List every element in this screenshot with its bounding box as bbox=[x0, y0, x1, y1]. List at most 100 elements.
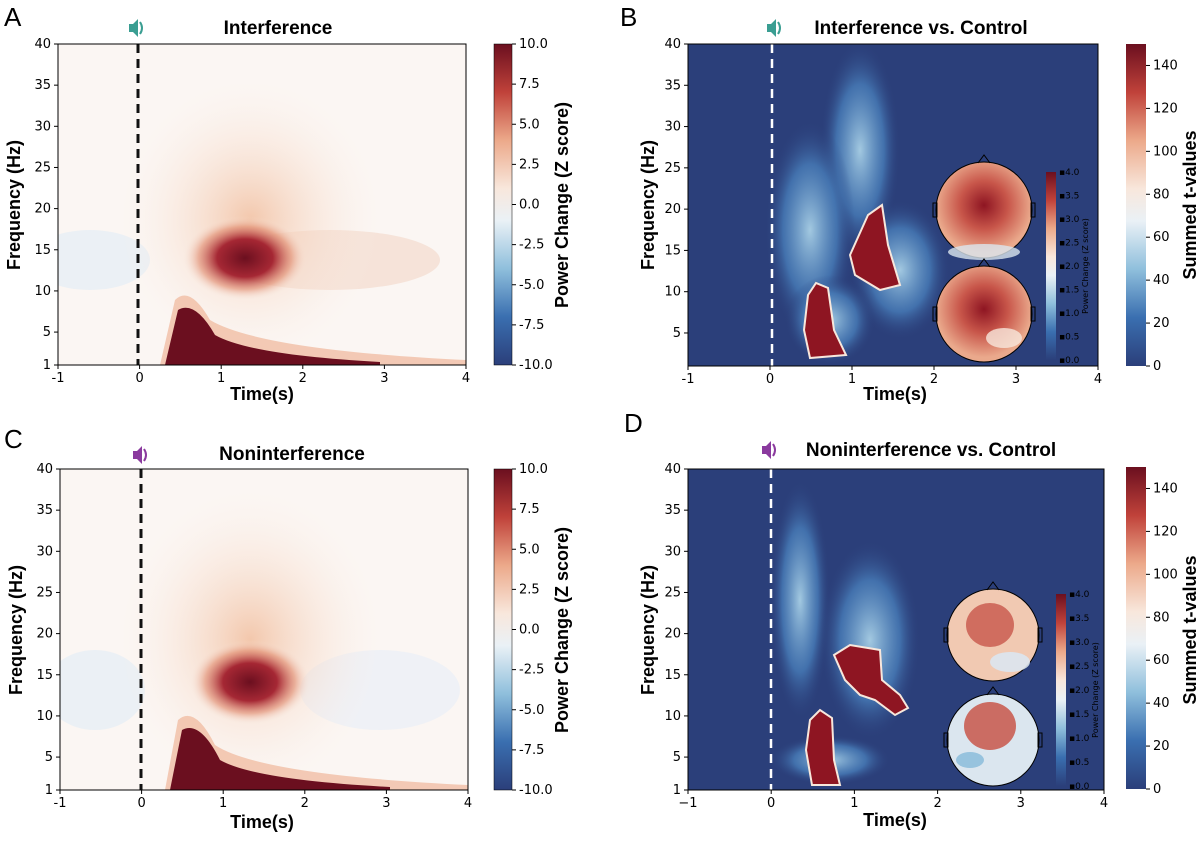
y-tick-label: 30 bbox=[664, 544, 681, 559]
y-tick-label: 1 bbox=[673, 783, 681, 798]
colorbar-tick-label: 100 bbox=[1153, 144, 1178, 159]
y-tick-label: 1 bbox=[43, 358, 51, 373]
x-tick-label: 1 bbox=[217, 371, 225, 386]
heatmap bbox=[60, 469, 468, 790]
y-tick-label: 20 bbox=[36, 627, 53, 642]
colorbar bbox=[1126, 44, 1146, 366]
colorbar-tick-label: 40 bbox=[1153, 273, 1170, 288]
inset-colorbar-label: Power Change (Z score) bbox=[1081, 218, 1090, 314]
inset-colorbar-tick-label: ▪1.0 bbox=[1059, 309, 1080, 319]
inset-colorbar-label: Power Change (Z score) bbox=[1091, 642, 1100, 738]
topo-head-top bbox=[943, 581, 1043, 682]
y-tick-label: 5 bbox=[673, 750, 681, 765]
panel-letter: D bbox=[624, 408, 643, 438]
y-tick-label: 15 bbox=[664, 668, 681, 683]
x-tick-label: 2 bbox=[933, 796, 941, 811]
colorbar-tick-label: 2.5 bbox=[519, 157, 540, 172]
colorbar-tick-label: 10.0 bbox=[519, 462, 548, 477]
topo-head-bottom bbox=[932, 258, 1036, 363]
x-tick-label: 3 bbox=[382, 796, 390, 811]
y-tick-label: 30 bbox=[664, 120, 681, 135]
x-tick-label: 3 bbox=[380, 371, 388, 386]
y-axis-label: Frequency (Hz) bbox=[4, 140, 24, 270]
x-tick-label: -1 bbox=[52, 371, 65, 386]
y-tick-label: 1 bbox=[45, 783, 53, 798]
inset-colorbar-tick-label: ▪2.0 bbox=[1059, 262, 1080, 272]
x-axis-label: Time(s) bbox=[863, 810, 927, 830]
colorbar-tick-label: 60 bbox=[1153, 230, 1170, 245]
inset-colorbar-tick-label: ▪0.0 bbox=[1059, 356, 1080, 366]
x-tick-label: -1 bbox=[682, 372, 695, 387]
colorbar-ticks: 140 120 100 80 60 40 20 0 bbox=[1146, 481, 1178, 797]
inset-colorbar-tick-label: ▪4.0 bbox=[1059, 168, 1080, 178]
colorbar-tick-label: 0.0 bbox=[519, 623, 540, 638]
colorbar-ticks: 140 120 100 80 60 40 20 0 bbox=[1146, 58, 1178, 374]
x-axis-label: Time(s) bbox=[230, 812, 294, 832]
colorbar-ticks: 10.0 7.5 5.0 2.5 0.0 -2.5 -5.0 -7.5 -10.0 bbox=[512, 462, 553, 798]
colorbar-label: Power Change (Z score) bbox=[552, 102, 572, 308]
colorbar-tick-label: -5.0 bbox=[519, 278, 544, 293]
y-tick-label: 35 bbox=[36, 503, 53, 518]
x-tick-label: 0 bbox=[766, 372, 774, 387]
colorbar-tick-label: 120 bbox=[1153, 524, 1178, 539]
colorbar-tick-label: 80 bbox=[1153, 610, 1170, 625]
y-tick-label: 5 bbox=[45, 750, 53, 765]
x-tick-label: -1 bbox=[54, 796, 67, 811]
colorbar-label: Summed t-values bbox=[1180, 555, 1200, 704]
colorbar bbox=[493, 43, 513, 366]
inset-colorbar-tick-label: ▪0.5 bbox=[1059, 333, 1079, 343]
x-tick-label: 2 bbox=[301, 796, 309, 811]
speaker-icon bbox=[133, 446, 147, 464]
inset-colorbar-ticks: ▪4.0 ▪3.5 ▪3.0 ▪2.5 ▪2.0 ▪1.5 ▪1.0 ▪0.5 ▪0.0 bbox=[1059, 168, 1080, 366]
plot-title: Noninterference vs. Control bbox=[806, 440, 1056, 461]
colorbar bbox=[1126, 467, 1146, 789]
x-axis-label: Time(s) bbox=[230, 384, 294, 404]
x-tick-label: 4 bbox=[1094, 372, 1102, 387]
colorbar-tick-label: 140 bbox=[1153, 58, 1178, 73]
y-axis-label: Frequency (Hz) bbox=[638, 140, 658, 270]
colorbar-tick-label: 120 bbox=[1153, 101, 1178, 116]
speaker-icon bbox=[129, 19, 143, 37]
colorbar-tick-label: -2.5 bbox=[519, 663, 544, 678]
colorbar-ticks: 10.0 7.5 5.0 2.5 0.0 -2.5 -5.0 -7.5 -10.0 bbox=[512, 37, 553, 373]
inset-colorbar-tick-label: ▪3.0 bbox=[1069, 638, 1090, 648]
y-tick-label: 40 bbox=[34, 37, 51, 52]
x-tick-label: 4 bbox=[462, 371, 470, 386]
plot-title: Interference bbox=[224, 18, 333, 39]
inset-colorbar-tick-label: ▪2.5 bbox=[1059, 239, 1079, 249]
inset-colorbar-tick-label: ▪3.5 bbox=[1069, 614, 1089, 624]
colorbar-label: Power Change (Z score) bbox=[552, 527, 572, 733]
panel-letter: A bbox=[4, 2, 22, 32]
x-tick-label: −1 bbox=[678, 796, 697, 811]
y-tick-label: 30 bbox=[36, 544, 53, 559]
colorbar-tick-label: -2.5 bbox=[519, 238, 544, 253]
heatmap bbox=[58, 44, 466, 365]
colorbar-tick-label: 7.5 bbox=[519, 77, 540, 92]
speaker-icon bbox=[767, 19, 781, 37]
heatmap bbox=[688, 44, 1098, 366]
y-tick-label: 40 bbox=[664, 462, 681, 477]
y-tick-label: 40 bbox=[36, 462, 53, 477]
inset-colorbar-tick-label: ▪0.5 bbox=[1069, 758, 1089, 768]
y-tick-label: 20 bbox=[664, 627, 681, 642]
colorbar-tick-label: 60 bbox=[1153, 653, 1170, 668]
plot-title: Noninterference bbox=[219, 444, 365, 465]
y-tick-label: 10 bbox=[664, 285, 681, 300]
colorbar-tick-label: 20 bbox=[1153, 316, 1170, 331]
colorbar-tick-label: 2.5 bbox=[519, 582, 540, 597]
inset-colorbar-tick-label: ▪3.0 bbox=[1059, 215, 1080, 225]
inset-colorbar-tick-label: ▪2.0 bbox=[1069, 686, 1090, 696]
inset-colorbar-tick-label: ▪0.0 bbox=[1069, 782, 1090, 792]
x-tick-label: 2 bbox=[299, 371, 307, 386]
colorbar-tick-label: -10.0 bbox=[519, 358, 553, 373]
x-tick-label: 4 bbox=[464, 796, 472, 811]
x-axis-label: Time(s) bbox=[863, 384, 927, 404]
y-tick-label: 35 bbox=[34, 78, 51, 93]
y-tick-label: 10 bbox=[34, 284, 51, 299]
x-tick-label: 3 bbox=[1012, 372, 1020, 387]
x-tick-label: 1 bbox=[850, 796, 858, 811]
inset-colorbar-tick-label: ▪3.5 bbox=[1059, 192, 1079, 202]
